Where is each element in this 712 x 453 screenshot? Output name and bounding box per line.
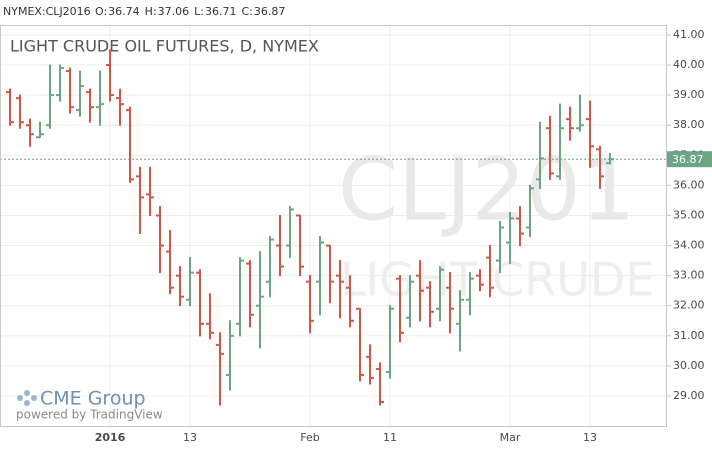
symbol: NYMEX:CLJ2016 <box>3 5 91 18</box>
ohlc-label: H: <box>145 5 157 18</box>
x-tick-label: 13 <box>183 431 197 444</box>
ohlc-label: C: <box>242 5 253 18</box>
y-tick-label: 33.00 <box>673 269 705 282</box>
logo-text: CME Group <box>40 388 146 410</box>
ohlc-value: 36.74 <box>108 5 140 18</box>
ohlc-value: 36.71 <box>205 5 237 18</box>
y-tick-label: 34.00 <box>673 239 705 252</box>
credit: powered by TradingView <box>16 408 163 422</box>
chart-title: LIGHT CRUDE OIL FUTURES, D, NYMEX <box>10 37 319 56</box>
ohlc-value: 36.87 <box>254 5 286 18</box>
y-tick-label: 30.00 <box>673 359 705 372</box>
y-tick-label: 40.00 <box>673 58 705 71</box>
x-tick-label: Mar <box>500 431 521 444</box>
bars <box>0 49 667 406</box>
y-tick-label: 36.00 <box>673 178 705 191</box>
y-tick-label: 39.00 <box>673 88 705 101</box>
last-price-box <box>667 151 712 168</box>
axis: 29.00 30.00 31.00 32.00 33.00 34.00 35.00 36.00… <box>95 28 712 444</box>
y-tick-label: 35.00 <box>673 208 705 221</box>
grid <box>0 25 667 427</box>
logo-dot <box>24 400 30 406</box>
ohlc-value: 37.06 <box>158 5 190 18</box>
x-tick-label: Feb <box>300 431 319 444</box>
header: NYMEX:CLJ2016 O: 36.74 H: 37.06 L: 36.71 C: 36.… <box>3 5 285 18</box>
plot-frame <box>0 25 667 427</box>
ohlc-label: O: <box>95 5 107 18</box>
x-tick-label: 13 <box>583 431 597 444</box>
logo-dot <box>31 395 37 401</box>
watermark-symbol: CLJ201 <box>338 140 635 240</box>
logo-dot <box>17 395 23 401</box>
y-tick-label: 41.00 <box>673 28 705 41</box>
y-tick-label: 29.00 <box>673 389 705 402</box>
logo: CME Group powered by TradingView <box>16 388 163 422</box>
last-price-label: 36.87 <box>672 153 704 166</box>
logo-dot <box>24 390 30 396</box>
y-tick-label: 32.00 <box>673 299 705 312</box>
y-tick-label: 31.00 <box>673 329 705 342</box>
watermark: CLJ201 LIGHT CRUDE <box>338 140 654 306</box>
y-tick-label: 38.00 <box>673 118 705 131</box>
x-tick-label: 2016 <box>95 431 126 444</box>
ohlc-label: L: <box>194 5 204 18</box>
x-tick-label: 11 <box>383 431 397 444</box>
